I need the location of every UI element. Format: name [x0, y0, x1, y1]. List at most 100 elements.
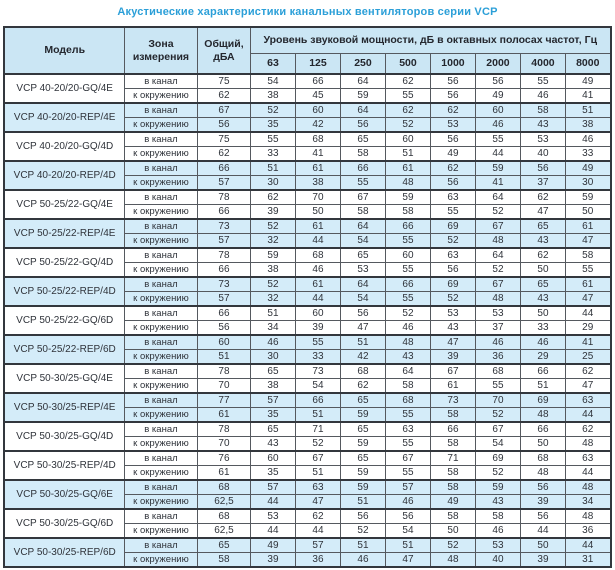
level-cell: 55: [339, 175, 386, 191]
level-cell: 68: [519, 450, 566, 466]
model-cell: VCP 50-25/22-REP/4E: [3, 218, 125, 249]
level-cell: 58: [339, 146, 386, 162]
level-cell: 45: [294, 88, 341, 104]
header-freq-2000: 2000: [474, 53, 521, 75]
level-cell: 41: [564, 334, 612, 350]
level-cell: 58: [519, 102, 566, 118]
level-cell: 52: [474, 465, 521, 481]
level-cell: 71: [429, 450, 476, 466]
level-cell: 51: [249, 305, 296, 321]
model-cell: VCP 40-20/20-GQ/4E: [3, 73, 125, 104]
level-cell: 59: [249, 247, 296, 263]
table-row: VCP 50-30/25-REP/4E в канал 77 57 66 65 68 73 70…: [3, 392, 612, 423]
level-cell: 39: [519, 494, 566, 510]
level-cell: 47: [564, 233, 612, 249]
zone-cell: в канал: [123, 131, 198, 147]
model-cell: VCP 50-30/25-REP/4D: [3, 450, 125, 481]
level-cell: 66: [384, 276, 431, 292]
level-cell: 39: [249, 552, 296, 568]
level-cell: 44: [564, 465, 612, 481]
level-cell: 70: [474, 392, 521, 408]
level-cell: 56: [429, 175, 476, 191]
level-cell: 38: [249, 88, 296, 104]
level-cell: 48: [384, 175, 431, 191]
level-cell: 47: [339, 320, 386, 336]
level-cell: 64: [474, 247, 521, 263]
level-cell: 54: [339, 233, 386, 249]
level-cell: 51: [384, 537, 431, 553]
level-cell: 48: [474, 233, 521, 249]
level-cell: 39: [294, 320, 341, 336]
level-cell: 43: [429, 320, 476, 336]
zone-cell: в канал: [123, 102, 198, 118]
zone-cell: в канал: [123, 450, 198, 466]
table-row: VCP 50-25/22-REP/6D в канал 60 46 55 51 48 47 46…: [3, 334, 612, 365]
level-cell: 57: [294, 537, 341, 553]
level-cell: 44: [474, 146, 521, 162]
model-cell: VCP 50-30/25-GQ/6E: [3, 479, 125, 510]
level-cell: 52: [384, 117, 431, 133]
level-cell: 56: [339, 305, 386, 321]
header-sound-power-level: Уровень звуковой мощности, дБ в октавных…: [249, 26, 612, 54]
level-cell: 51: [339, 537, 386, 553]
model-cell: VCP 40-20/20-REP/4E: [3, 102, 125, 133]
level-cell: 55: [384, 291, 431, 307]
level-cell: 60: [294, 305, 341, 321]
zone-cell: к окружению: [123, 523, 198, 539]
level-cell: 70: [294, 189, 341, 205]
level-cell: 52: [384, 305, 431, 321]
level-cell: 67: [294, 450, 341, 466]
level-cell: 55: [564, 262, 612, 278]
level-cell: 40: [474, 552, 521, 568]
level-cell: 34: [564, 494, 612, 510]
level-cell: 48: [384, 334, 431, 350]
level-cell: 51: [294, 465, 341, 481]
level-cell: 66: [519, 363, 566, 379]
model-cell: VCP 50-30/25-REP/4E: [3, 392, 125, 423]
page-title: Акустические характеристики канальных ве…: [117, 6, 498, 18]
level-cell: 60: [384, 131, 431, 147]
level-cell: 60: [474, 102, 521, 118]
level-cell: 65: [249, 363, 296, 379]
level-cell: 43: [519, 291, 566, 307]
level-cell: 46: [249, 334, 296, 350]
level-cell: 58: [429, 465, 476, 481]
level-cell: 56: [429, 262, 476, 278]
level-cell: 36: [474, 349, 521, 365]
level-cell: 62: [384, 102, 431, 118]
level-cell: 46: [474, 334, 521, 350]
zone-cell: к окружению: [123, 407, 198, 423]
level-cell: 38: [249, 378, 296, 394]
level-cell: 65: [519, 276, 566, 292]
level-cell: 64: [384, 363, 431, 379]
table-row: к окружению 61 35 51 59 55 58 52 48 44: [4, 407, 612, 423]
header-freq-4000: 4000: [519, 53, 566, 75]
level-cell: 46: [339, 552, 386, 568]
level-cell: 37: [519, 175, 566, 191]
level-cell: 33: [294, 349, 341, 365]
level-cell: 62: [429, 160, 476, 176]
total-dba-cell: 58: [196, 552, 251, 568]
level-cell: 46: [519, 334, 566, 350]
level-cell: 53: [429, 117, 476, 133]
level-cell: 62: [519, 189, 566, 205]
total-dba-cell: 66: [196, 262, 251, 278]
level-cell: 63: [429, 189, 476, 205]
level-cell: 66: [429, 421, 476, 437]
level-cell: 59: [339, 465, 386, 481]
header-freq-8000: 8000: [564, 53, 612, 75]
level-cell: 32: [249, 291, 296, 307]
zone-cell: к окружению: [123, 436, 198, 452]
zone-cell: в канал: [123, 247, 198, 263]
level-cell: 39: [249, 204, 296, 220]
level-cell: 59: [384, 189, 431, 205]
level-cell: 61: [294, 276, 341, 292]
zone-cell: к окружению: [123, 378, 198, 394]
level-cell: 69: [429, 276, 476, 292]
total-dba-cell: 61: [196, 407, 251, 423]
level-cell: 66: [519, 421, 566, 437]
level-cell: 56: [474, 73, 521, 89]
level-cell: 54: [339, 291, 386, 307]
zone-cell: к окружению: [123, 291, 198, 307]
header-zone: Зона измерения: [123, 26, 198, 75]
